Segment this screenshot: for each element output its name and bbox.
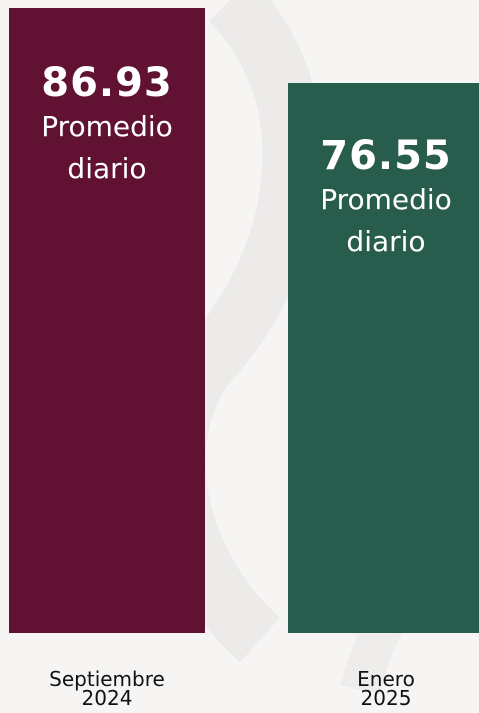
bar-value-label: 76.55 [320,132,452,179]
bar-value-label: 86.93 [41,60,173,106]
bar-septiembre-2024: 86.93 Promedio diario [9,8,205,633]
bar-enero-2025: 76.55 Promedio diario [288,82,479,633]
category-label-line: 2024 [81,686,133,710]
category-label-line: 2025 [360,686,412,710]
category-label-line: Enero [357,667,415,691]
category-label-enero-2025: Enero 2025 [286,667,479,710]
bar-label-enero-2025: 76.55 Promedio diario [288,133,479,263]
category-label-septiembre-2024: Septiembre 2024 [7,667,207,710]
category-label-line: Septiembre [49,667,165,691]
bar-caption-label: Promedio diario [41,110,173,185]
bar-label-septiembre-2024: 86.93 Promedio diario [9,60,205,190]
bar-caption-label: Promedio diario [320,182,452,258]
